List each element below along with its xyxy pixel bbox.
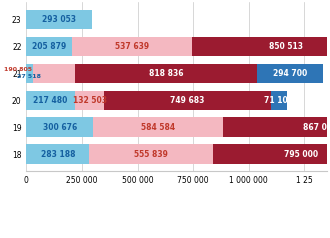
Text: 132 503: 132 503 xyxy=(73,96,107,105)
Bar xyxy=(26,144,89,164)
Text: 537 639: 537 639 xyxy=(115,42,149,51)
Text: 749 683: 749 683 xyxy=(171,96,205,105)
Bar xyxy=(26,10,92,30)
Text: 818 836: 818 836 xyxy=(149,69,183,78)
Bar xyxy=(72,37,192,56)
Text: 867 000: 867 000 xyxy=(303,123,330,132)
Text: 555 839: 555 839 xyxy=(134,149,168,159)
Text: 71 107: 71 107 xyxy=(264,96,293,105)
Bar xyxy=(223,118,330,137)
Bar xyxy=(213,144,330,164)
Bar xyxy=(192,37,330,56)
Bar xyxy=(257,64,323,83)
Text: 294 700: 294 700 xyxy=(273,69,307,78)
Bar xyxy=(75,91,104,110)
Bar xyxy=(75,64,257,83)
Bar xyxy=(33,64,75,83)
Text: 205 879: 205 879 xyxy=(32,42,66,51)
Bar xyxy=(104,91,271,110)
Bar xyxy=(89,144,213,164)
Text: 217 480: 217 480 xyxy=(33,96,68,105)
Bar xyxy=(26,64,33,83)
Text: 190 805: 190 805 xyxy=(4,67,32,72)
Bar xyxy=(26,118,93,137)
Bar xyxy=(26,37,72,56)
Bar xyxy=(93,118,223,137)
Text: 850 513: 850 513 xyxy=(269,42,303,51)
Text: 27 518: 27 518 xyxy=(17,74,42,79)
Text: 293 053: 293 053 xyxy=(42,15,76,24)
Text: 584 584: 584 584 xyxy=(141,123,175,132)
Text: 283 188: 283 188 xyxy=(41,149,75,159)
Text: 300 676: 300 676 xyxy=(43,123,77,132)
Bar xyxy=(26,91,75,110)
Bar xyxy=(271,91,287,110)
Text: 795 000: 795 000 xyxy=(284,149,318,159)
